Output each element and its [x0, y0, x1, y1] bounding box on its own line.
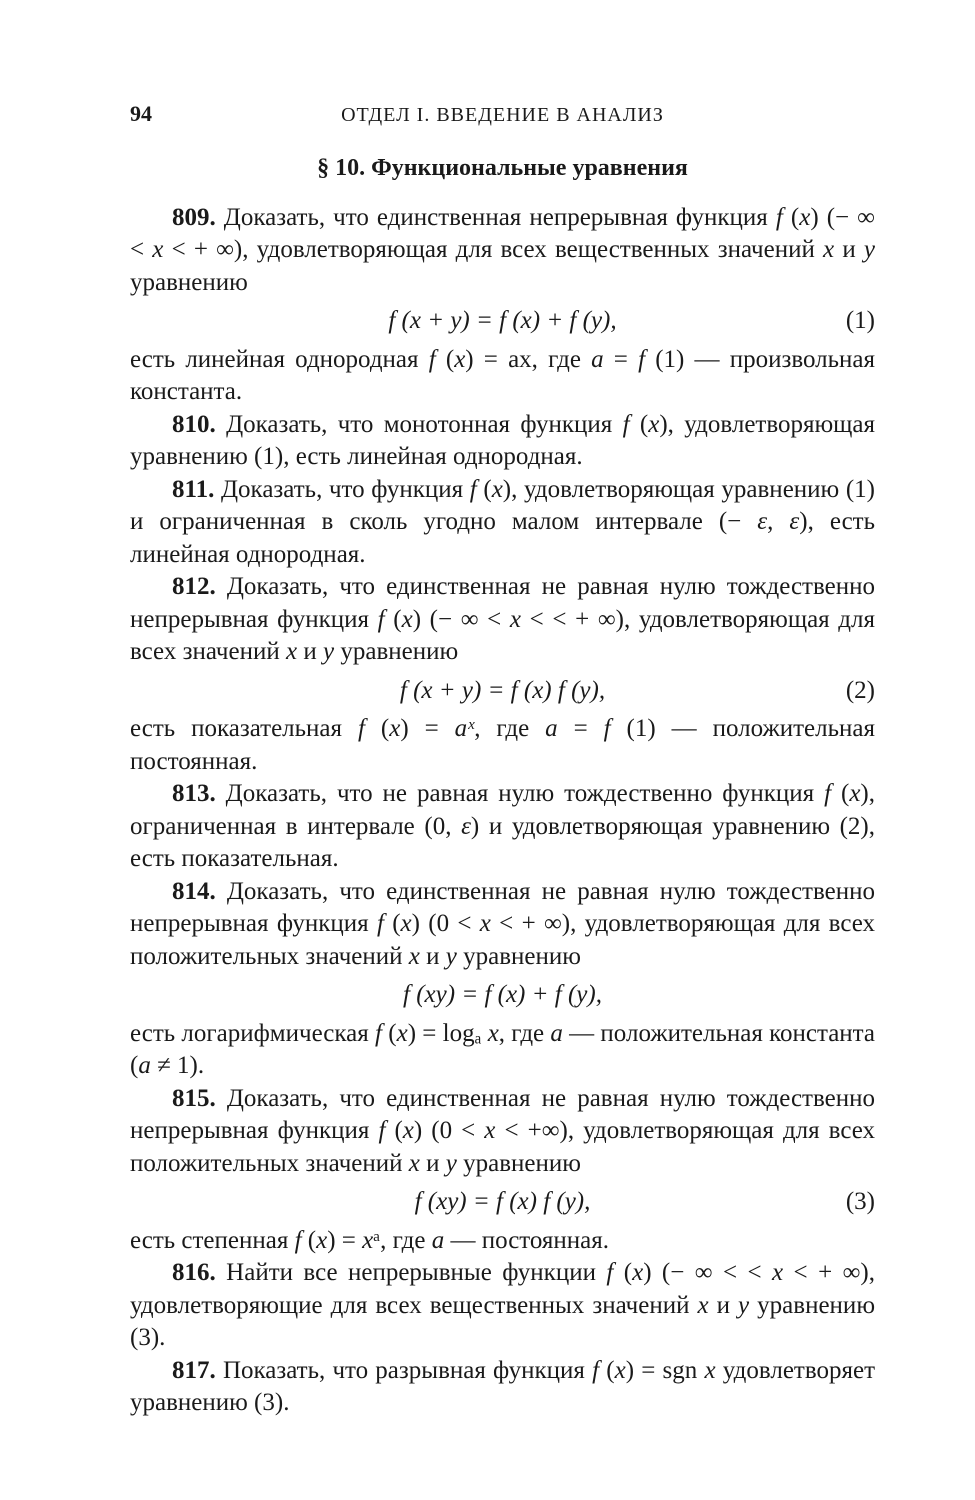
equation-1-number: (1): [846, 305, 875, 338]
problem-816: 816. Найти все непрерывные функции f (x)…: [130, 1257, 875, 1355]
problem-814-part-a: 814. Доказать, что единственная не равна…: [130, 876, 875, 974]
problem-812-part-b: есть показательная f (x) = aˣ, где a = f…: [130, 713, 875, 778]
problem-815-part-b: есть степенная f (x) = xᵃ, где a — посто…: [130, 1225, 875, 1258]
problem-809-part-a: 809. Доказать, что единственная непрерыв…: [130, 202, 875, 300]
problem-809-part-b: есть линейная однородная f (x) = ax, где…: [130, 344, 875, 409]
problem-812-part-a: 812. Доказать, что единственная не равна…: [130, 571, 875, 669]
page-number: 94: [130, 100, 152, 129]
problem-811: 811. Доказать, что функция f (x), удовле…: [130, 474, 875, 572]
equation-814-body: f (xy) = f (x) + f (y),: [130, 979, 875, 1012]
equation-814: f (xy) = f (x) + f (y),: [130, 979, 875, 1012]
equation-2-body: f (x + y) = f (x) f (y),: [130, 675, 875, 708]
running-head: ОТДЕЛ I. ВВЕДЕНИЕ В АНАЛИЗ: [152, 102, 853, 128]
equation-3: f (xy) = f (x) f (y), (3): [130, 1186, 875, 1219]
equation-2: f (x + y) = f (x) f (y), (2): [130, 675, 875, 708]
problem-817: 817. Показать, что разрывная функция f (…: [130, 1355, 875, 1420]
problem-814-part-b: есть логарифмическая f (x) = logₐ x, где…: [130, 1018, 875, 1083]
equation-1: f (x + y) = f (x) + f (y), (1): [130, 305, 875, 338]
problem-813: 813. Доказать, что не равная нулю тождес…: [130, 778, 875, 876]
page-header: 94 ОТДЕЛ I. ВВЕДЕНИЕ В АНАЛИЗ 94: [130, 100, 875, 129]
equation-3-body: f (xy) = f (x) f (y),: [130, 1186, 875, 1219]
equation-2-number: (2): [846, 675, 875, 708]
section-title: § 10. Функциональные уравнения: [130, 153, 875, 184]
page: 94 ОТДЕЛ I. ВВЕДЕНИЕ В АНАЛИЗ 94 § 10. Ф…: [0, 0, 975, 1500]
equation-1-body: f (x + y) = f (x) + f (y),: [130, 305, 875, 338]
problem-815-part-a: 815. Доказать, что единственная не равна…: [130, 1083, 875, 1181]
equation-3-number: (3): [846, 1186, 875, 1219]
problem-810: 810. Доказать, что монотонная функция f …: [130, 409, 875, 474]
